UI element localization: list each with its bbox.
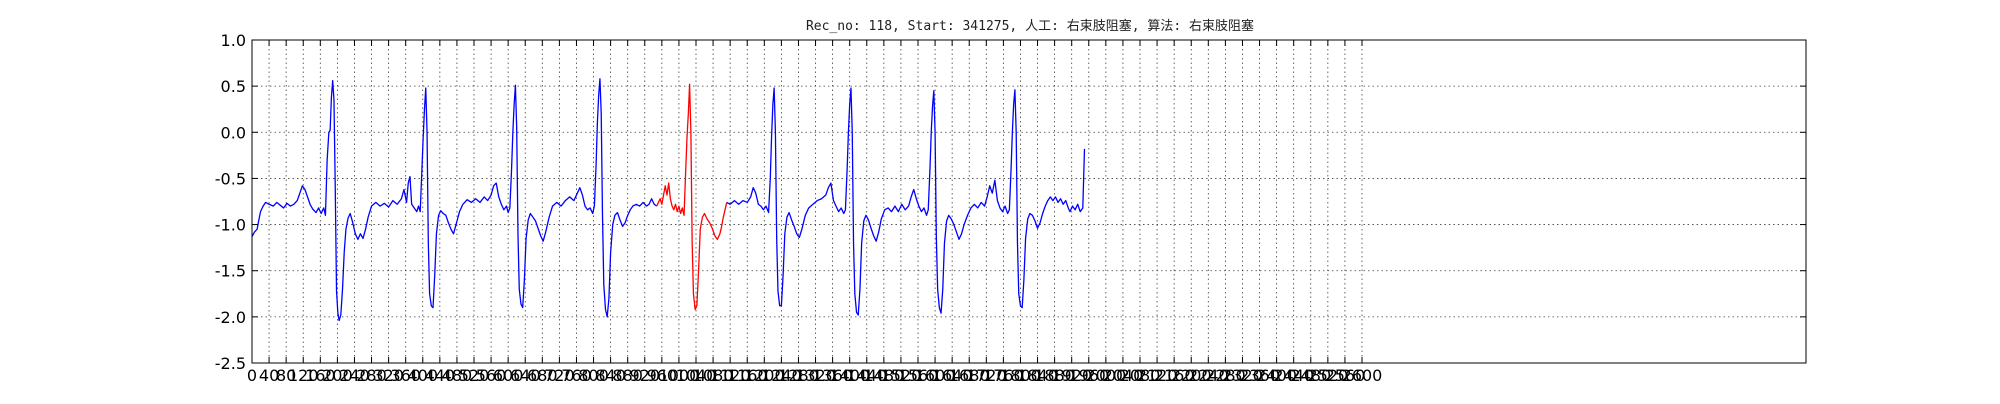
x-tick-label: 0 [247,366,257,385]
y-tick-label: -1.5 [215,262,246,281]
x-tick-label: 1480 [863,366,904,385]
x-tick-label: 640 [510,366,541,385]
y-tick-label: 0.0 [221,123,246,142]
x-tick-label: 1080 [693,366,734,385]
x-tick-label: 1720 [966,366,1007,385]
x-tick-label: 1880 [1034,366,1075,385]
x-tick-label: 1680 [949,366,990,385]
x-tick-label: 1440 [846,366,887,385]
x-tick-label: 1760 [983,366,1024,385]
y-tick-label: -1.0 [215,216,246,235]
chart-title: Rec_no: 118, Start: 341275, 人工: 右束肢阻塞, 算… [806,18,1254,34]
x-tick-label: 600 [493,366,524,385]
y-tick-label: -0.5 [215,169,246,188]
grid [252,40,1806,363]
x-tick-label: 2440 [1273,366,1314,385]
x-tick-label: 1600 [915,366,956,385]
x-tick-label: 880 [612,366,643,385]
x-tick-label: 320 [373,366,404,385]
x-tick-label: 2240 [1188,366,1229,385]
x-tick-label: 1320 [795,366,836,385]
x-tick-label: 1400 [829,366,870,385]
x-tick-label: 680 [527,366,558,385]
x-tick-label: 1000 [659,366,700,385]
axes-frame [251,39,1807,364]
series-layer [251,78,1086,322]
x-tick-label: 960 [647,366,678,385]
x-tick-label: 1800 [1000,366,1041,385]
x-tick-label: 840 [595,366,626,385]
y-tick-label: 0.5 [221,77,246,96]
x-tick-label: 1640 [932,366,973,385]
x-tick-label: 2280 [1205,366,1246,385]
x-tick-label: 2600 [1342,366,1383,385]
series-line-3 [726,87,1086,316]
x-tick-label: 2400 [1256,366,1297,385]
series-line-1 [251,78,658,322]
x-tick-label: 2560 [1325,366,1366,385]
y-axis: 1.0 0.5 0.0 -0.5 -1.0 -1.5 -2.0 -2.5 [215,31,1806,373]
x-tick-label: 240 [339,366,370,385]
y-tick-label: -2.5 [215,354,246,373]
y-tick-label: -2.0 [215,308,246,327]
x-tick-label: 720 [544,366,575,385]
x-tick-label: 400 [407,366,438,385]
x-tick-label: 160 [305,366,336,385]
x-tick-label: 2040 [1103,366,1144,385]
x-tick-label: 920 [629,366,660,385]
x-tick-label: 1120 [710,366,751,385]
series-line-2 [656,83,728,311]
x-tick-label: 1360 [812,366,853,385]
x-tick-label: 2480 [1290,366,1331,385]
x-tick-label: 1520 [881,366,922,385]
x-tick-label: 560 [476,366,507,385]
x-tick-label: 1960 [1068,366,1109,385]
x-tick-label: 2120 [1137,366,1178,385]
x-tick-label: 360 [390,366,421,385]
x-tick-label: 1200 [744,366,785,385]
x-tick-label: 2320 [1222,366,1263,385]
x-tick-label: 800 [578,366,609,385]
x-tick-label: 280 [356,366,387,385]
x-tick-label: 520 [459,366,490,385]
x-tick-label: 80 [276,366,296,385]
x-tick-label: 2200 [1171,366,1212,385]
x-axis: 0 408012016020024028032036040044048052056… [247,40,1382,385]
x-tick-label: 1040 [676,366,717,385]
x-tick-label: 40 [259,366,279,385]
x-tick-label: 1840 [1017,366,1058,385]
x-tick-label: 200 [322,366,353,385]
x-tick-label: 760 [561,366,592,385]
x-tick-label: 2520 [1307,366,1348,385]
x-tick-label: 1240 [761,366,802,385]
x-tick-label: 1160 [727,366,768,385]
x-tick-label: 1560 [898,366,939,385]
x-tick-label: 1920 [1051,366,1092,385]
x-tick-label: 2080 [1120,366,1161,385]
x-tick-label: 2000 [1085,366,1126,385]
x-tick-label: 480 [442,366,473,385]
x-tick-label: 440 [425,366,456,385]
x-tick-label: 2360 [1239,366,1280,385]
x-tick-label: 1280 [778,366,819,385]
y-tick-label: 1.0 [221,31,246,50]
x-tick-label: 2160 [1154,366,1195,385]
x-tick-label: 120 [288,366,319,385]
